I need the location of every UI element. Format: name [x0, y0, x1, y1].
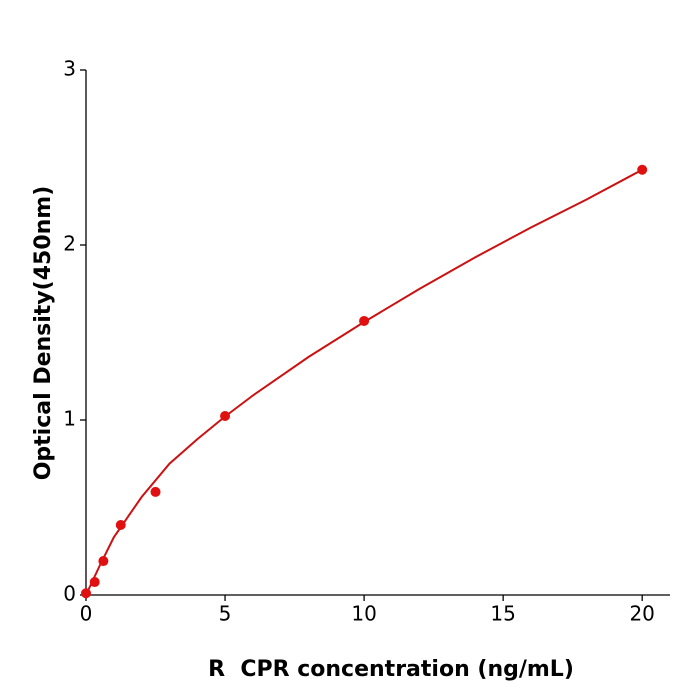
data-point [220, 410, 231, 421]
x-tick-label: 0 [80, 602, 93, 626]
data-point [98, 556, 109, 567]
data-point [89, 577, 100, 588]
data-point [359, 315, 370, 326]
data-point [150, 486, 161, 497]
fit-curve [85, 168, 643, 596]
data-point [637, 164, 648, 175]
x-axis-title: R CPR concentration (ng/mL) [208, 657, 574, 682]
y-tick-label: 0 [63, 582, 76, 606]
data-point [81, 588, 91, 599]
y-tick-label: 1 [63, 407, 76, 431]
x-tick-label: 5 [219, 602, 232, 626]
y-tick-label: 3 [63, 57, 76, 81]
y-tick-label: 2 [63, 232, 76, 256]
x-tick-label: 10 [351, 602, 376, 626]
data-point [115, 520, 126, 530]
x-tick-label: 20 [629, 602, 654, 626]
y-axis-title: Optical Density(450nm) [31, 186, 56, 481]
x-tick-label: 15 [490, 602, 515, 626]
